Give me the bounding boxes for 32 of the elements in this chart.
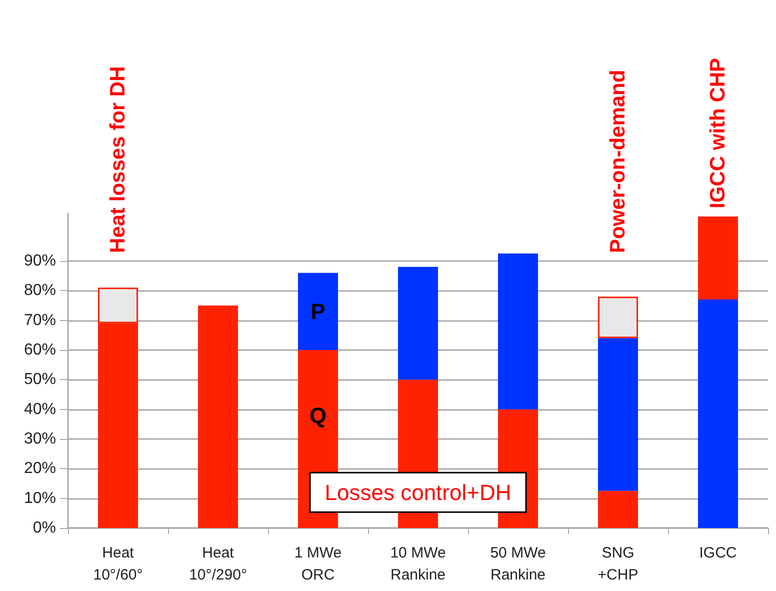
bar bbox=[598, 296, 638, 338]
y-tick-label: 50% bbox=[24, 371, 56, 388]
bar bbox=[598, 490, 638, 528]
annotation: Heat losses for DH bbox=[106, 66, 130, 253]
annotation: P bbox=[310, 298, 326, 324]
y-tick-label: 90% bbox=[24, 252, 56, 270]
x-tick-label: 50 MWe Rankine bbox=[490, 544, 546, 584]
bar bbox=[698, 216, 738, 300]
x-tick-label: 10 MWe Rankine bbox=[390, 544, 446, 584]
x-tick-label: Heat 10°/290° bbox=[189, 544, 247, 584]
x-tick-label: SNG +CHP bbox=[598, 544, 638, 584]
x-tick-label: Heat 10°/60° bbox=[93, 544, 143, 584]
y-tick-label: 80% bbox=[24, 282, 56, 300]
annotation: Losses control+DH bbox=[324, 480, 512, 505]
bar bbox=[698, 300, 738, 528]
bar bbox=[498, 254, 538, 410]
bar bbox=[598, 338, 638, 491]
annotation: Q bbox=[309, 402, 327, 428]
x-tick-label: 1 MWe ORC bbox=[294, 544, 342, 584]
y-tick-label: 60% bbox=[24, 341, 56, 358]
text: IGCC with CHP bbox=[706, 58, 730, 208]
bar bbox=[398, 266, 438, 380]
bar bbox=[198, 305, 238, 528]
y-tick-label: 30% bbox=[24, 430, 56, 448]
x-tick-label: IGCC bbox=[699, 544, 737, 562]
annotation: Power-on-demand bbox=[606, 70, 630, 253]
bar bbox=[298, 272, 338, 350]
y-tick-label: 20% bbox=[24, 460, 56, 478]
y-tick-label: 70% bbox=[24, 312, 56, 329]
y-tick-label: 10% bbox=[24, 490, 56, 507]
y-tick-label: 0% bbox=[32, 520, 56, 536]
y-tick-label: 40% bbox=[24, 400, 56, 418]
